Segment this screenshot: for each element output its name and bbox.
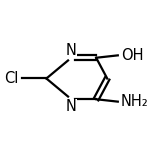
Text: N: N (66, 99, 77, 114)
Text: OH: OH (121, 48, 144, 62)
Text: NH₂: NH₂ (121, 95, 149, 109)
Text: Cl: Cl (4, 71, 19, 86)
Text: N: N (66, 43, 77, 58)
